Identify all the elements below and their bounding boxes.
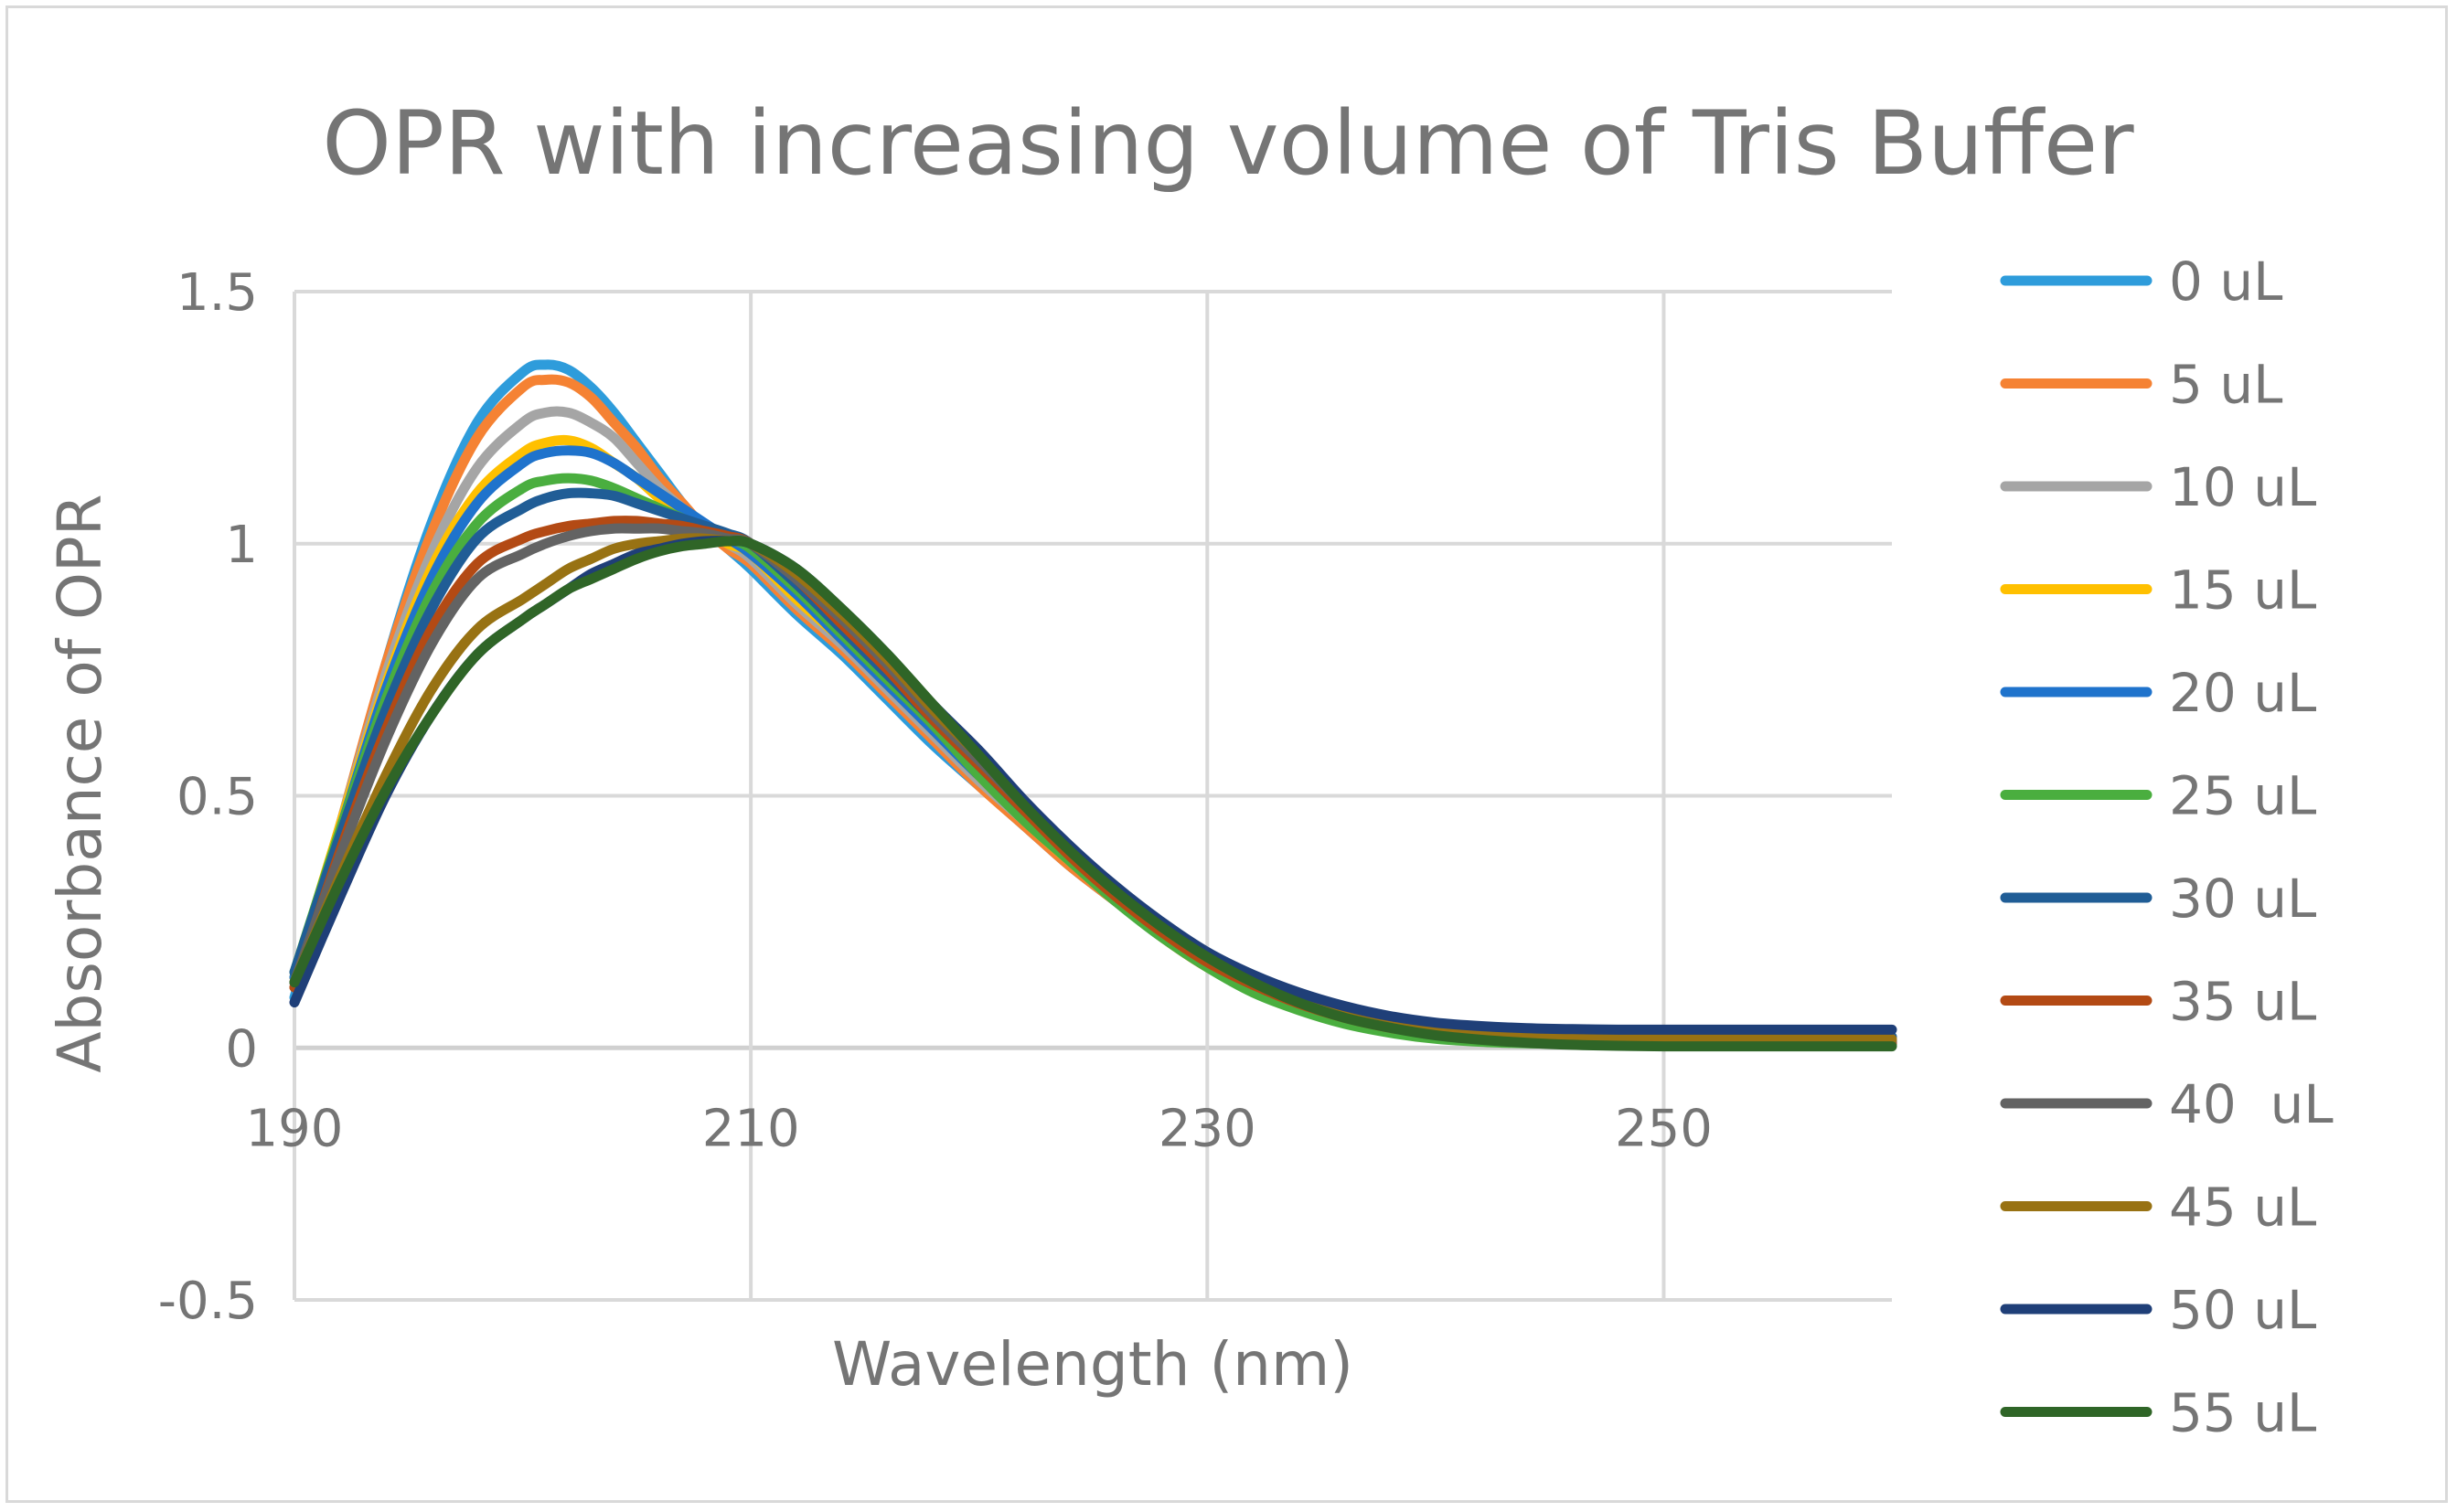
legend-entry[interactable]: 40 uL: [2000, 1073, 2334, 1135]
legend-label: 35 uL: [2169, 971, 2316, 1033]
legend-label: 25 uL: [2169, 765, 2316, 827]
x-tick-label: 210: [702, 1099, 800, 1158]
legend-entry[interactable]: 20 uL: [2000, 662, 2316, 724]
legend-label: 0 uL: [2169, 250, 2282, 313]
legend-entry[interactable]: 45 uL: [2000, 1177, 2316, 1239]
legend-entry[interactable]: 5 uL: [2000, 354, 2282, 416]
y-tick-label: 0: [225, 1019, 258, 1079]
y-tick-label: 1: [225, 516, 258, 575]
tick-labels: -0.5 0 0.5 1 1.5 190 210 230 250: [158, 263, 1713, 1331]
y-tick-label: -0.5: [158, 1272, 258, 1331]
x-tick-label: 230: [1159, 1099, 1256, 1158]
series-line-30-ul: [289, 487, 1897, 1042]
series-line-35-ul: [289, 516, 1897, 1049]
y-tick-label: 0.5: [176, 768, 258, 827]
legend-label: 20 uL: [2169, 662, 2316, 724]
legend-entry[interactable]: 35 uL: [2000, 971, 2316, 1033]
series-line-25-ul: [289, 473, 1897, 1049]
legend: 0 uL 5 uL 10 uL 15 uL 20 uL 25 uL 30 uL 35 uL 40…: [2000, 250, 2334, 1444]
legend-label: 10 uL: [2169, 456, 2316, 518]
legend-entry[interactable]: 25 uL: [2000, 765, 2316, 827]
y-tick-label: 1.5: [176, 263, 258, 323]
legend-entry[interactable]: 0 uL: [2000, 250, 2282, 313]
legend-entry[interactable]: 10 uL: [2000, 456, 2316, 518]
legend-label: 15 uL: [2169, 559, 2316, 622]
legend-label: 45 uL: [2169, 1177, 2316, 1239]
series-line-40-ul: [289, 523, 1897, 1046]
legend-entry[interactable]: 30 uL: [2000, 868, 2316, 930]
plot-area: [289, 359, 1897, 1052]
legend-entry[interactable]: 15 uL: [2000, 559, 2316, 622]
legend-label: 55 uL: [2169, 1382, 2316, 1444]
x-axis-title: Wavelength (nm): [832, 1329, 1353, 1400]
legend-label: 30 uL: [2169, 868, 2316, 930]
series-line-0-ul: [289, 359, 1897, 1049]
legend-entry[interactable]: 55 uL: [2000, 1382, 2316, 1444]
series-line-55-ul: [289, 535, 1897, 1052]
y-axis-title: Absorbance of OPR: [45, 494, 115, 1072]
legend-label: 5 uL: [2169, 354, 2282, 416]
legend-label: 40 uL: [2169, 1073, 2334, 1135]
x-tick-label: 190: [246, 1099, 344, 1158]
legend-label: 50 uL: [2169, 1279, 2316, 1341]
x-tick-label: 250: [1615, 1099, 1713, 1158]
chart-title: OPR with increasing volume of Tris Buffe…: [322, 92, 2134, 195]
legend-entry[interactable]: 50 uL: [2000, 1279, 2316, 1341]
